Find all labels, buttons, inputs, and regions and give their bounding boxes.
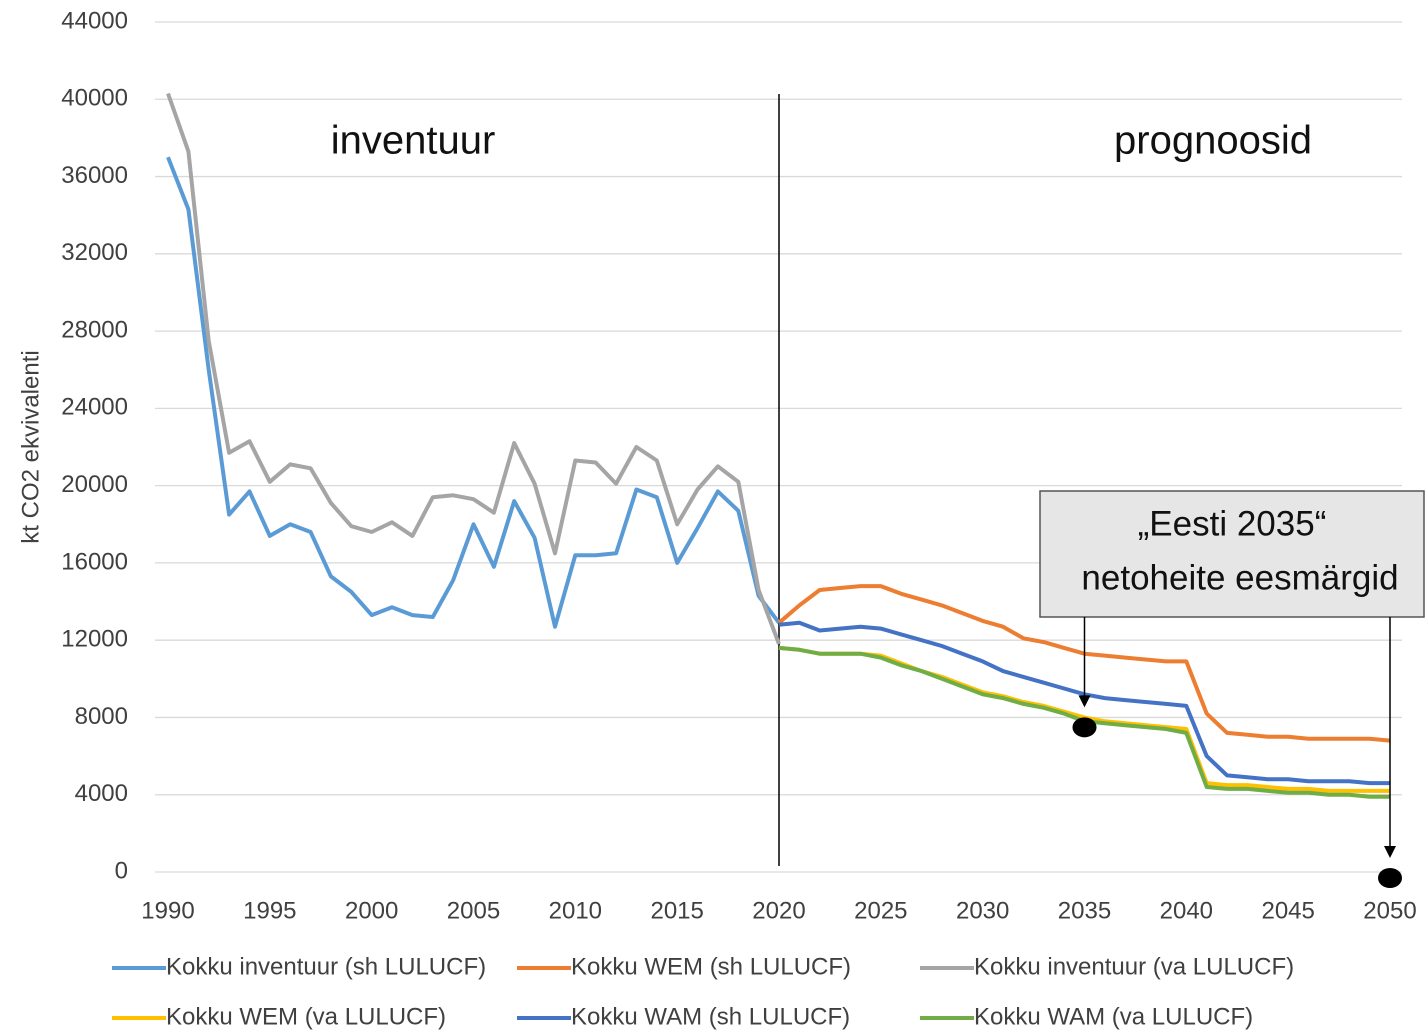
series-line [166,156,781,629]
x-tick-label: 2030 [956,897,1009,924]
arrow-head [1078,695,1091,708]
y-tick-label: 28000 [61,316,128,343]
legend-label: Kokku WEM (sh LULUCF) [571,953,851,980]
x-tick-label: 2005 [447,897,500,924]
y-tick-label: 24000 [61,394,128,421]
y-tick-label: 4000 [75,780,128,807]
annotation-box [1039,490,1425,618]
x-tick-label: 2035 [1058,897,1111,924]
x-tick-label: 2010 [549,897,602,924]
target-point [1378,868,1402,888]
x-tick-label: 2050 [1363,897,1416,924]
annotation: prognoosid [1114,119,1312,163]
y-tick-label: 8000 [75,703,128,730]
legend-label: Kokku inventuur (va LULUCF) [974,953,1294,980]
annotation-box-text: „Eesti 2035“ [1138,504,1327,543]
y-tick-label: 12000 [61,626,128,653]
y-tick-label: 0 [115,857,128,884]
y-tick-label: 40000 [61,85,128,112]
y-tick-label: 32000 [61,239,128,266]
arrow-head [1384,846,1396,858]
y-tick-label: 44000 [61,7,128,34]
y-tick-label: 16000 [61,548,128,575]
x-tick-label: 2000 [345,897,398,924]
x-tick-label: 1995 [243,897,296,924]
x-tick-label: 2020 [752,897,805,924]
x-tick-label: 2045 [1261,897,1314,924]
annotation-box-text: netoheite eesmärgid [1081,558,1398,597]
x-tick-label: 2025 [854,897,907,924]
legend-label: Kokku inventuur (sh LULUCF) [166,953,486,980]
series-line [166,92,781,645]
target-point [1072,717,1097,738]
annotation: inventuur [331,119,496,163]
legend-label: Kokku WAM (va LULUCF) [974,1003,1253,1030]
y-axis-label: kt CO2 ekvivalenti [17,350,44,543]
x-tick-label: 1990 [141,897,194,924]
legend-label: Kokku WAM (sh LULUCF) [571,1003,850,1030]
legend-label: Kokku WEM (va LULUCF) [166,1003,446,1030]
y-tick-label: 20000 [61,471,128,498]
x-tick-label: 2015 [650,897,703,924]
y-tick-label: 36000 [61,162,128,189]
x-tick-label: 2040 [1160,897,1213,924]
